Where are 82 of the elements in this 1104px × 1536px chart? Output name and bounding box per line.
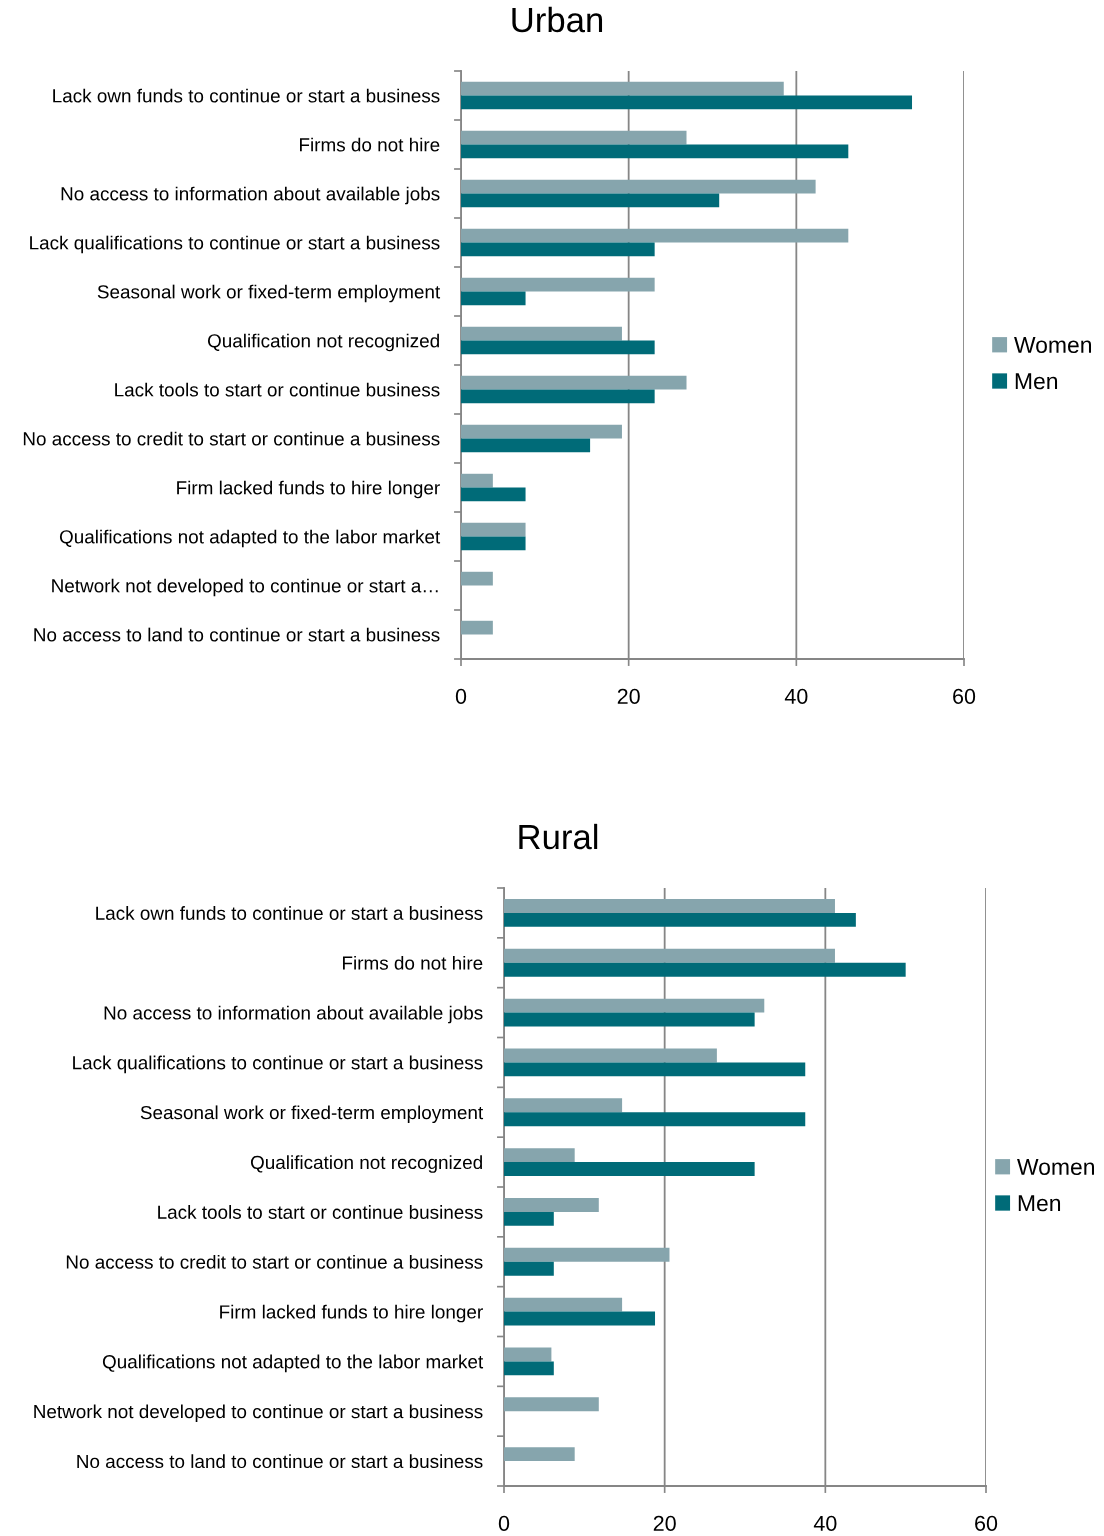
y-tick-label: Network not developed to continue or start a… [52,578,438,597]
bar [504,1062,806,1077]
bar [461,620,493,635]
x-tick-label: 0 [498,1515,510,1531]
y-tick-label: No access to land to continue or start a business [34,627,440,642]
y-tick-label: Lack tools to start or continue business [115,382,440,397]
bar [461,242,655,257]
bar [504,962,906,977]
bar [461,179,816,194]
y-tick-label: Lack qualifications to continue or start a business [73,1055,483,1074]
bar [461,536,526,551]
y-tick-label: Firm lacked funds to hire longer [220,1304,483,1323]
bar [504,998,765,1013]
bar [504,1098,623,1113]
bar [461,473,493,488]
y-tick-label: Lack own funds to continue or start a business [53,88,440,103]
legend-label: Women [1017,1159,1094,1176]
bar [504,1247,670,1262]
x-tick-label: 20 [617,688,640,704]
bar [504,898,835,913]
bar [461,424,622,439]
y-tick-label: Firms do not hire [300,137,440,152]
bar [461,144,849,159]
bar [461,193,720,208]
bar [461,487,526,502]
bar [461,291,526,306]
y-tick-label: Network not developed to continue or start a business [34,1404,483,1423]
x-tick-label: 40 [813,1515,837,1531]
x-tick-label: 20 [653,1515,676,1531]
x-tick-label: 60 [953,688,976,704]
bar [504,1148,575,1163]
bar [504,1048,717,1063]
bar [504,1162,755,1177]
bar [461,326,622,341]
bar [461,340,655,355]
bar [504,912,856,927]
y-tick-label: Firm lacked funds to hire longer [177,480,440,499]
bar [504,1211,554,1226]
bar [461,375,687,390]
y-tick-label: Lack own funds to continue or start a business [96,906,483,920]
y-tick-label: No access to information about available jobs [61,186,440,205]
bar [504,1297,623,1312]
bar [461,130,687,145]
y-tick-label: Seasonal work or fixed-term employment [140,1105,484,1124]
chart-title: Rural [519,823,598,850]
y-tick-label: Firms do not hire [343,955,483,970]
y-tick-label: Qualification not recognized [207,333,439,352]
bar [461,95,913,110]
x-tick-label: 60 [975,1515,998,1531]
bar [504,1261,554,1276]
chart-title: Urban [512,6,603,33]
x-tick-label: 40 [784,688,808,704]
bar [461,389,655,404]
bar [461,571,493,586]
bar [461,438,591,453]
bar [504,948,835,963]
bar [461,522,526,537]
bar [461,228,849,243]
y-tick-label: Qualification not recognized [250,1155,482,1173]
legend-label: Men [1018,1195,1061,1212]
legend-label: Women [1014,337,1091,354]
bar [461,277,655,292]
y-tick-label: No access to information about available jobs [104,1005,483,1024]
bar [504,1311,656,1326]
x-tick-label: 0 [455,688,467,704]
y-tick-label: No access to land to continue or start a business [77,1454,483,1469]
y-tick-label: Seasonal work or fixed-term employment [97,284,441,303]
y-tick-label: Lack qualifications to continue or start a business [30,235,440,254]
y-tick-label: Lack tools to start or continue business [158,1205,483,1219]
bar [504,1447,575,1462]
y-tick-label: Qualifications not adapted to the labor market [59,529,441,548]
y-tick-label: No access to credit to start or continue a business [66,1254,483,1269]
bar [504,1397,599,1412]
bar [504,1112,806,1127]
bar [461,81,784,96]
legend-label: Men [1015,373,1058,390]
bar [504,1361,554,1376]
bar [504,1347,552,1362]
bar [504,1197,599,1212]
y-tick-label: Qualifications not adapted to the labor market [102,1354,484,1373]
y-tick-label: No access to credit to start or continue a business [23,431,440,446]
bar [504,1012,755,1027]
